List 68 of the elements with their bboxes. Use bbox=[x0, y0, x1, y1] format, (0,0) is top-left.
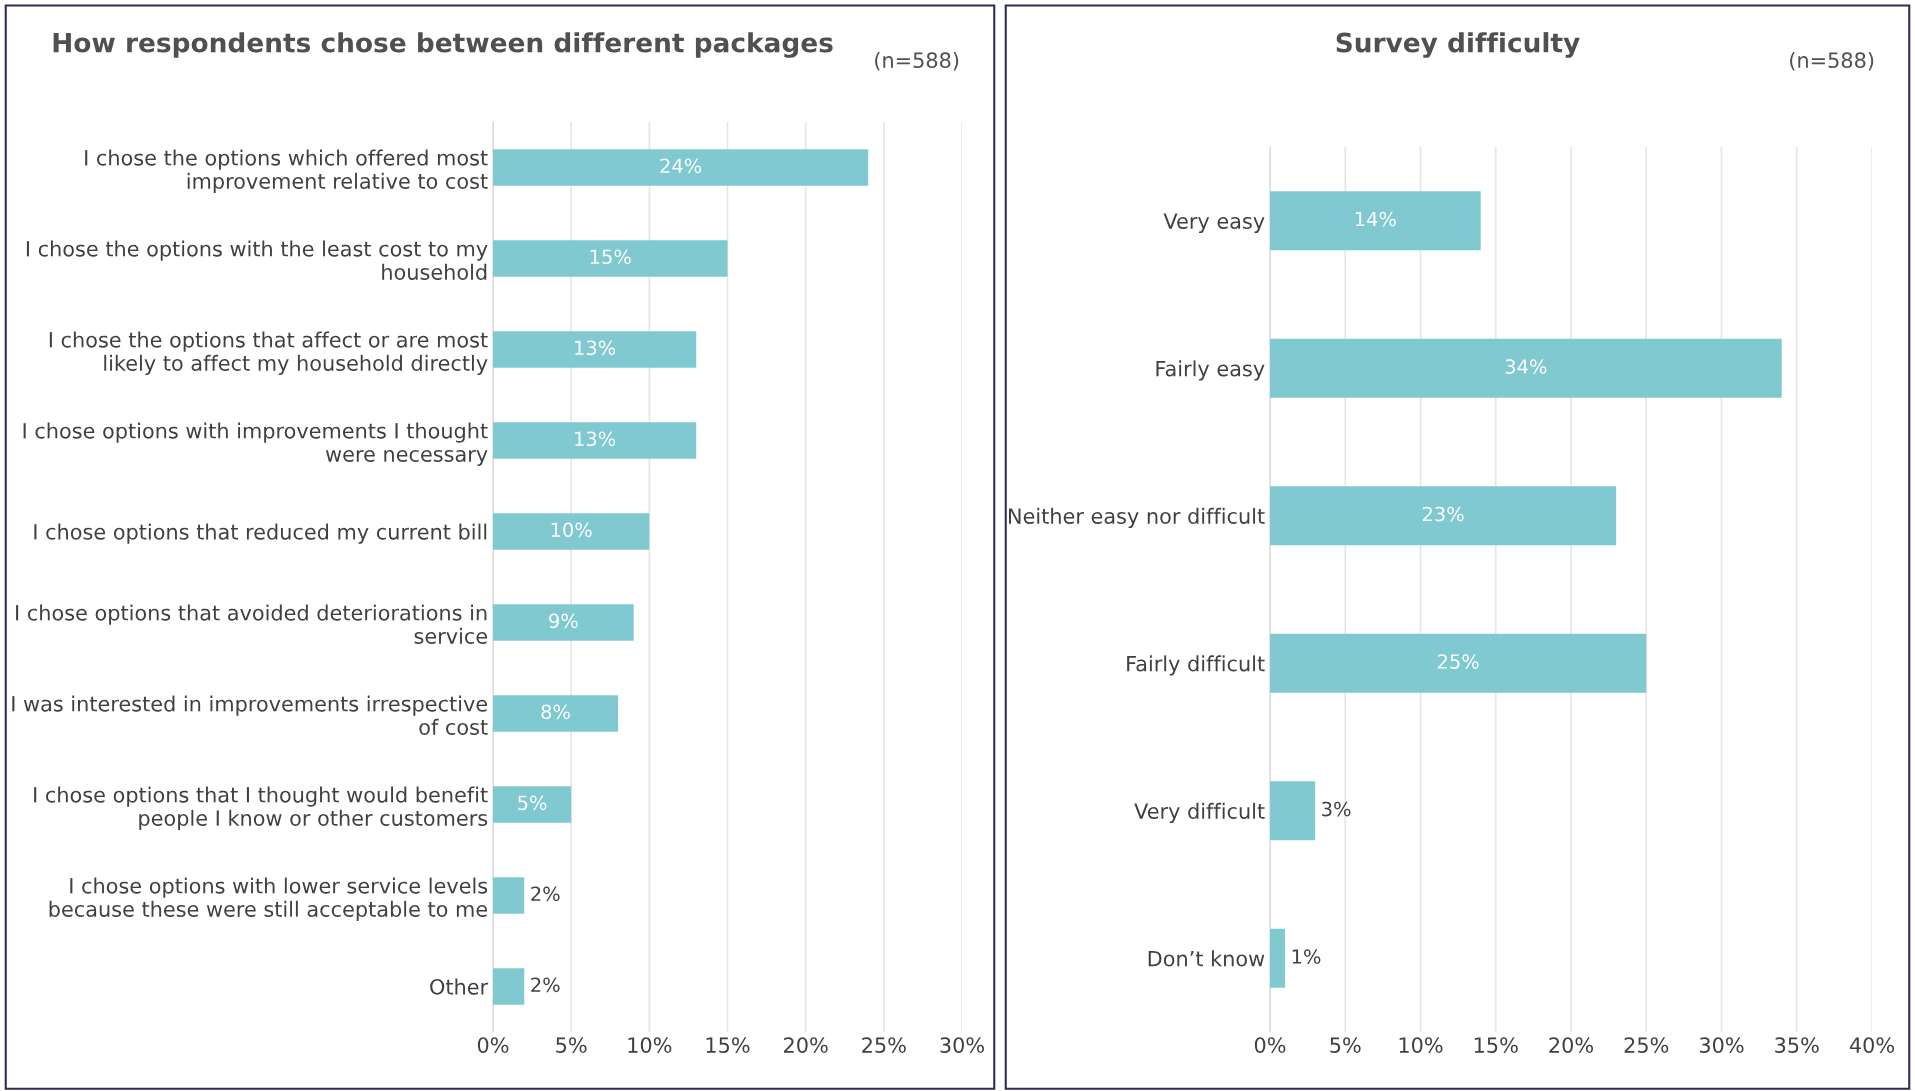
x-tick-label: 15% bbox=[706, 1037, 750, 1053]
data-label: 2% bbox=[531, 977, 560, 993]
data-label: 3% bbox=[1322, 801, 1351, 817]
bar bbox=[1270, 928, 1286, 988]
text: (n=588) bbox=[875, 51, 959, 71]
x-tick-label: 30% bbox=[940, 1037, 984, 1053]
bar bbox=[493, 877, 525, 914]
x-tick-label: 10% bbox=[628, 1037, 672, 1053]
data-label: 13% bbox=[575, 431, 616, 447]
x-tick-label: 25% bbox=[862, 1037, 906, 1053]
x-tick-label: 10% bbox=[1399, 1037, 1443, 1053]
x-tick-label: 20% bbox=[1549, 1037, 1593, 1053]
data-label: 2% bbox=[531, 886, 560, 902]
y-tick-label: Very easy bbox=[1163, 213, 1265, 233]
bar bbox=[493, 695, 619, 732]
bar bbox=[1270, 338, 1782, 398]
x-tick-label: 20% bbox=[784, 1037, 828, 1053]
x-tick-label: 0% bbox=[1254, 1037, 1286, 1053]
x-tick-label: 0% bbox=[477, 1037, 509, 1053]
y-tick-label: I chose options with lower service levels because these were still acceptable to me bbox=[49, 877, 488, 921]
chart-title: How respondents chose between different packages bbox=[53, 32, 833, 58]
data-label: 5% bbox=[518, 795, 547, 811]
data-label: 1% bbox=[1292, 949, 1321, 964]
y-tick-label: Fairly easy bbox=[1156, 360, 1265, 381]
bar bbox=[493, 513, 650, 550]
x-tick-label: 5% bbox=[556, 1037, 587, 1053]
bar bbox=[493, 240, 728, 277]
y-tick-label: Neither easy nor difficult bbox=[1009, 507, 1265, 528]
y-tick-label: I chose options that reduced my current bill bbox=[34, 523, 487, 544]
x-tick-label: 25% bbox=[1624, 1037, 1669, 1053]
data-label: 24% bbox=[660, 158, 702, 174]
y-tick-label: I chose options that I thought would benefit people I know or other customers bbox=[34, 786, 488, 830]
data-label: 8% bbox=[541, 704, 570, 720]
x-tick-label: 15% bbox=[1474, 1037, 1518, 1053]
data-label: 15% bbox=[590, 249, 631, 265]
bar bbox=[1270, 486, 1617, 546]
bar bbox=[1270, 191, 1481, 251]
y-tick-label: Fairly difficult bbox=[1127, 655, 1265, 676]
data-label: 14% bbox=[1355, 211, 1396, 227]
bar bbox=[493, 149, 869, 186]
data-label: 23% bbox=[1422, 506, 1464, 522]
bar bbox=[493, 786, 572, 823]
bar bbox=[1270, 633, 1647, 693]
y-tick-label: I was interested in improvements irrespective of cost bbox=[12, 695, 488, 735]
x-tick-label: 35% bbox=[1775, 1037, 1819, 1053]
x-tick-label: 30% bbox=[1699, 1037, 1744, 1053]
y-tick-label: Don’t know bbox=[1148, 950, 1265, 967]
x-tick-label: 5% bbox=[1330, 1037, 1361, 1053]
x-tick-label: 40% bbox=[1849, 1037, 1894, 1053]
y-tick-label: I chose options with improvements I thought were necessary bbox=[23, 422, 488, 466]
bar bbox=[493, 604, 634, 641]
data-label: 25% bbox=[1437, 654, 1479, 669]
y-tick-label: Other bbox=[430, 978, 489, 995]
bar bbox=[493, 331, 697, 368]
y-tick-label: I chose the options which offered most improvement relative to cost bbox=[85, 149, 488, 193]
data-label: 34% bbox=[1505, 359, 1547, 374]
chart-title: Survey difficulty bbox=[1336, 32, 1580, 58]
text: (n=588) bbox=[1790, 51, 1874, 71]
y-tick-label: I chose the options that affect or are most likely to affect my household directly bbox=[49, 331, 488, 375]
y-tick-label: I chose the options with the least cost to my household bbox=[26, 240, 488, 280]
data-label: 10% bbox=[551, 522, 592, 538]
y-tick-label: I chose options that avoided deteriorations in service bbox=[16, 604, 488, 644]
y-tick-label: Very difficult bbox=[1134, 802, 1265, 823]
bar bbox=[1270, 781, 1316, 841]
data-label: 9% bbox=[549, 613, 578, 629]
bar bbox=[493, 968, 525, 1005]
data-label: 13% bbox=[575, 340, 616, 356]
bar bbox=[493, 422, 697, 459]
